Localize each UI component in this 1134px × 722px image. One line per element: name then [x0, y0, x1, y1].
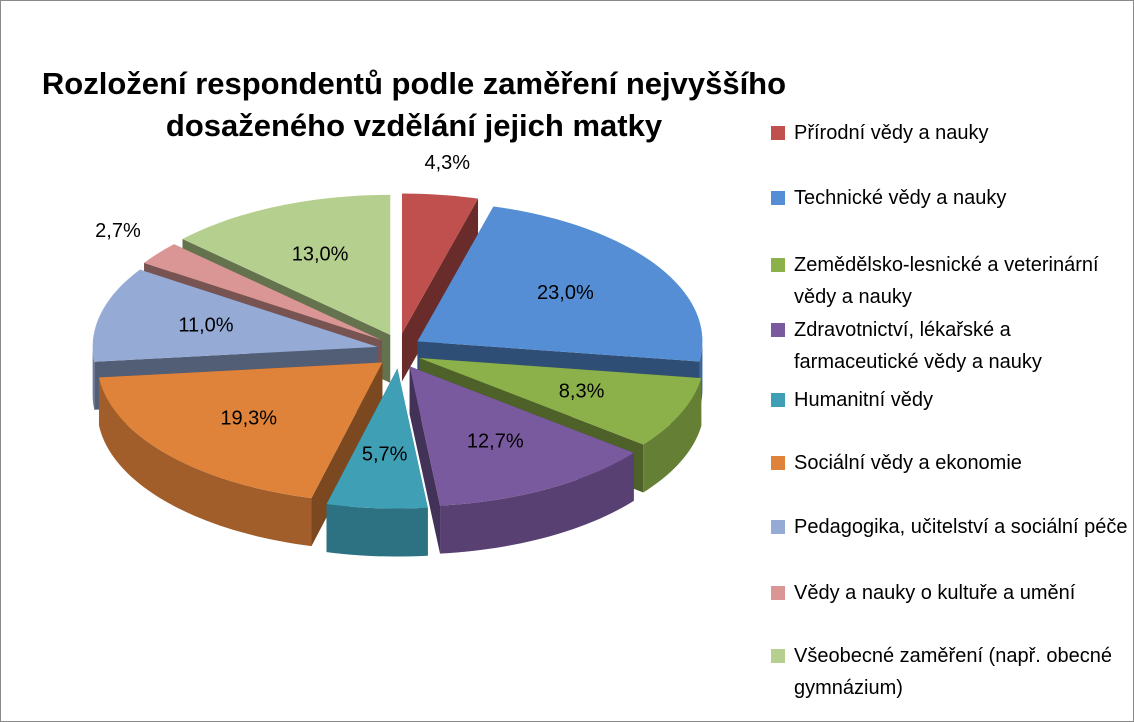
slice-wall: [643, 378, 702, 493]
legend-label: Pedagogika, učitelství a sociální péče: [794, 516, 1128, 538]
slice-side: [409, 366, 441, 554]
data-label: 5,7%: [362, 443, 408, 465]
slice-wall: [92, 346, 95, 410]
legend-label: Sociální vědy a ekonomie: [794, 452, 1022, 474]
data-label: 2,7%: [95, 220, 141, 242]
data-label: 12,7%: [467, 431, 524, 453]
slice-top: [144, 244, 382, 341]
legend-label: Zemědělsko-lesnické a veterinární vědy a…: [794, 254, 1099, 308]
legend-swatch: [771, 323, 785, 337]
legend-label: Humanitní vědy: [794, 389, 933, 411]
legend-swatch: [771, 520, 785, 534]
data-label: 4,3%: [424, 152, 470, 174]
data-label: 8,3%: [559, 380, 605, 402]
legend-label: Všeobecné zaměření (např. obecné gymnázi…: [794, 645, 1112, 699]
slice-top: [182, 194, 391, 335]
legend-label: Zdravotnictví, lékařské a farmaceutické …: [794, 319, 1042, 373]
slice: [409, 366, 634, 554]
data-label: 19,3%: [220, 408, 277, 430]
slice-top: [326, 368, 428, 509]
chart-title: Rozložení respondentů podle zaměření nej…: [41, 66, 787, 143]
legend-swatch: [771, 258, 785, 272]
slice-top: [401, 193, 479, 334]
legend-label: Vědy a nauky o kultuře a umění: [794, 582, 1076, 604]
legend-swatch: [771, 649, 785, 663]
slice-wall: [440, 452, 634, 554]
slice-wall: [98, 377, 312, 547]
legend-swatch: [771, 126, 785, 140]
slice-top: [419, 357, 702, 445]
slice-top: [417, 206, 703, 362]
slice-top: [92, 269, 378, 362]
data-label: 13,0%: [292, 243, 349, 265]
data-label: 23,0%: [537, 282, 594, 304]
slice: [326, 368, 428, 557]
legend-swatch: [771, 191, 785, 205]
data-label: 11,0%: [178, 315, 233, 337]
slice-top: [98, 362, 383, 499]
slice-wall: [326, 504, 428, 557]
legend-swatch: [771, 456, 785, 470]
legend-swatch: [771, 586, 785, 600]
legend-label: Přírodní vědy a nauky: [794, 122, 989, 144]
slice-top: [409, 366, 634, 506]
legend-swatch: [771, 393, 785, 407]
legend-label: Technické vědy a nauky: [794, 187, 1007, 209]
